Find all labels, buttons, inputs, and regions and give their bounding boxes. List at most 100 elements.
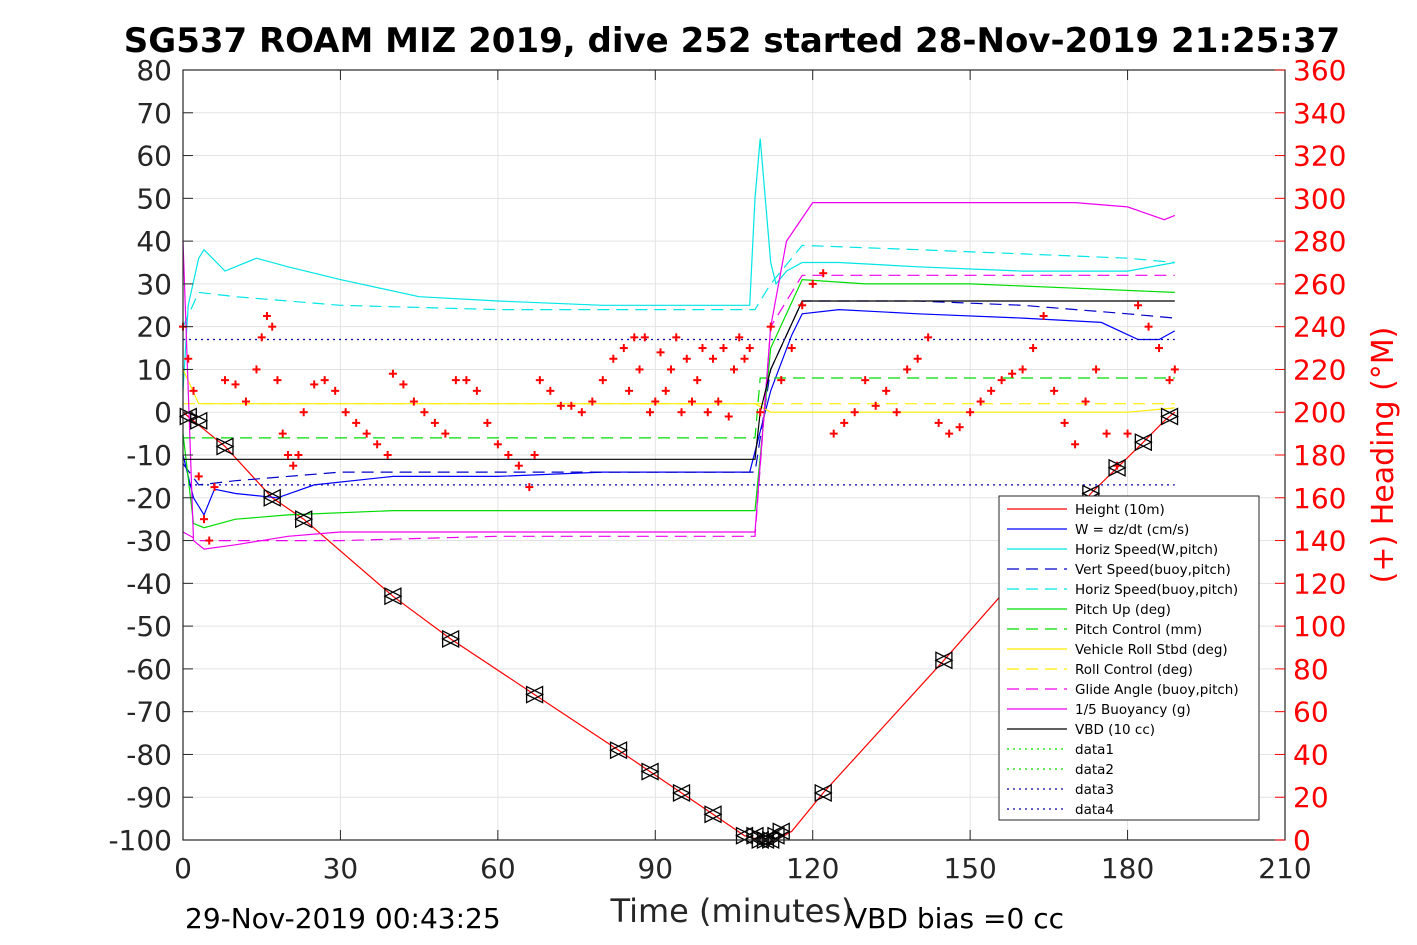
- legend-entry: Horiz Speed(buoy,pitch): [1075, 582, 1238, 598]
- heading-point: [777, 376, 786, 385]
- chart-title: SG537 ROAM MIZ 2019, dive 252 started 28…: [124, 21, 1340, 61]
- heading-markers: [179, 269, 1179, 545]
- heading-point: [1102, 429, 1111, 438]
- heading-point: [861, 376, 870, 385]
- y-tick-label: 80: [136, 54, 172, 87]
- heading-point: [819, 269, 828, 278]
- y-tick-label: 30: [136, 268, 172, 301]
- y2-axis-label: (+) Heading (°M): [1366, 327, 1401, 584]
- heading-point: [667, 365, 676, 374]
- legend-entry: Roll Control (deg): [1075, 662, 1193, 678]
- heading-point: [205, 536, 214, 545]
- heading-point: [1170, 365, 1179, 374]
- heading-point: [709, 354, 718, 363]
- y-tick-label: 0: [154, 396, 172, 429]
- heading-point: [420, 408, 429, 417]
- heading-point: [546, 386, 555, 395]
- heading-point: [871, 401, 880, 410]
- heading-point: [352, 418, 361, 427]
- heading-point: [630, 333, 639, 342]
- y-tick-label: -10: [126, 439, 172, 472]
- right-triangle-marker: [672, 783, 691, 802]
- heading-point: [808, 279, 817, 288]
- y-tick-label: 60: [136, 140, 172, 173]
- heading-point: [730, 365, 738, 374]
- heading-point: [661, 386, 670, 395]
- heading-point: [1134, 301, 1143, 310]
- heading-point: [882, 386, 891, 395]
- legend-box: [998, 495, 1260, 821]
- heading-point: [829, 429, 838, 438]
- heading-point: [714, 397, 723, 406]
- heading-point: [252, 365, 261, 374]
- y2-tick-label: 20: [1293, 781, 1329, 814]
- series-line-9: [182, 274, 1175, 542]
- y-tick-label: -100: [108, 824, 172, 857]
- heading-point: [299, 408, 308, 417]
- legend-entry: Glide Angle (buoy,pitch): [1075, 682, 1239, 698]
- heading-point: [997, 376, 1006, 385]
- y2-tick-label: 180: [1293, 439, 1346, 472]
- heading-point: [619, 344, 628, 353]
- legend-entry: W = dz/dt (cm/s): [1075, 522, 1189, 538]
- heading-point: [310, 380, 319, 389]
- heading-point: [934, 418, 943, 427]
- heading-point: [588, 397, 597, 406]
- heading-point: [646, 408, 655, 417]
- heading-point: [535, 376, 544, 385]
- heading-point: [625, 386, 634, 395]
- heading-point: [945, 429, 954, 438]
- x-tick-label: 90: [637, 852, 673, 885]
- heading-point: [756, 408, 765, 417]
- heading-point: [688, 397, 697, 406]
- y2-tick-label: 140: [1293, 525, 1346, 558]
- right-triangle-marker: [704, 805, 723, 824]
- x-axis-label: Time (minutes): [610, 892, 854, 930]
- series-line-2: [182, 138, 1175, 391]
- heading-point: [703, 408, 712, 417]
- heading-point: [987, 386, 996, 395]
- series-line-4: [182, 244, 1175, 327]
- right-triangle-marker: [190, 411, 209, 430]
- heading-point: [693, 376, 702, 385]
- heading-point: [1018, 365, 1027, 374]
- y-tick-label: -30: [126, 525, 172, 558]
- heading-point: [409, 397, 418, 406]
- heading-point: [451, 376, 460, 385]
- heading-point: [231, 380, 240, 389]
- right-triangle-marker: [295, 510, 314, 529]
- right-triangle-marker: [216, 437, 235, 456]
- y-tick-label: 40: [136, 225, 172, 258]
- heading-point: [210, 483, 219, 492]
- heading-point: [745, 344, 754, 353]
- heading-point: [189, 386, 198, 395]
- x-tick-label: 60: [480, 852, 516, 885]
- heading-point: [840, 418, 849, 427]
- heading-point: [430, 418, 439, 427]
- heading-point: [331, 386, 340, 395]
- x-tick-label: 210: [1258, 852, 1311, 885]
- heading-point: [640, 333, 649, 342]
- right-triangle-marker: [1160, 407, 1180, 426]
- right-triangle-marker: [441, 629, 461, 648]
- heading-point: [1039, 311, 1048, 320]
- legend-entry: data1: [1075, 742, 1114, 758]
- y-tick-label: 70: [136, 97, 172, 130]
- heading-point: [320, 376, 329, 385]
- y2-tick-label: 300: [1293, 182, 1346, 215]
- heading-point: [567, 401, 576, 410]
- y-tick-label: -60: [126, 653, 172, 686]
- heading-point: [362, 429, 371, 438]
- heading-point: [1050, 386, 1059, 395]
- legend-entry: VBD (10 cc): [1075, 722, 1155, 738]
- series-line-0: [182, 411, 1176, 841]
- y2-tick-label: 260: [1293, 268, 1346, 301]
- heading-point: [1060, 418, 1069, 427]
- y2-tick-label: 40: [1293, 738, 1329, 771]
- heading-point: [787, 344, 796, 353]
- heading-point: [677, 408, 686, 417]
- heading-point: [1008, 369, 1017, 378]
- heading-point: [383, 451, 392, 459]
- heading-point: [682, 354, 691, 363]
